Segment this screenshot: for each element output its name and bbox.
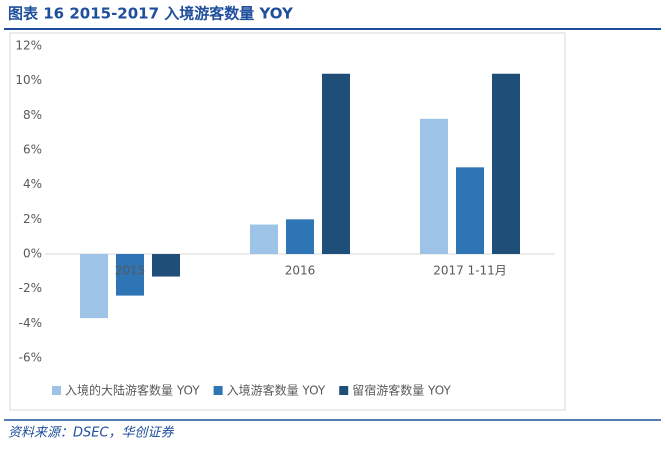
y-tick-label: 8% xyxy=(23,108,42,122)
y-tick-label: 0% xyxy=(23,247,42,261)
chart-frame xyxy=(9,32,566,411)
bar xyxy=(456,167,484,254)
chart-title: 图表 16 2015-2017 入境游客数量 YOY xyxy=(8,5,294,23)
bar xyxy=(492,73,520,254)
legend-swatch xyxy=(213,386,223,395)
legend-label: 入境游客数量 YOY xyxy=(227,383,326,398)
bar xyxy=(116,254,144,296)
y-tick-label: -4% xyxy=(19,316,42,330)
legend-swatch xyxy=(52,386,61,395)
legend-swatch xyxy=(339,386,349,395)
bar xyxy=(250,224,278,254)
y-tick-label: -6% xyxy=(19,351,42,365)
bar xyxy=(322,73,350,254)
y-tick-label: 12% xyxy=(15,39,42,53)
y-tick-label: 2% xyxy=(23,212,42,226)
x-tick-label: 2017 1-11月 xyxy=(433,264,507,278)
bar xyxy=(152,254,180,277)
legend-label: 留宿游客数量 YOY xyxy=(352,383,451,398)
bar xyxy=(420,118,448,254)
source: 资料来源：DSEC，华创证券 xyxy=(8,426,175,441)
legend-label: 入境的大陆游客数量 YOY xyxy=(65,383,200,398)
bar xyxy=(80,254,108,319)
y-tick-label: -2% xyxy=(19,281,42,295)
x-tick-label: 2015 xyxy=(115,264,146,278)
y-tick-label: 6% xyxy=(23,143,42,157)
y-tick-label: 4% xyxy=(23,177,42,191)
y-tick-label: 10% xyxy=(15,73,42,87)
bar xyxy=(286,219,314,254)
x-tick-label: 2016 xyxy=(285,264,316,278)
